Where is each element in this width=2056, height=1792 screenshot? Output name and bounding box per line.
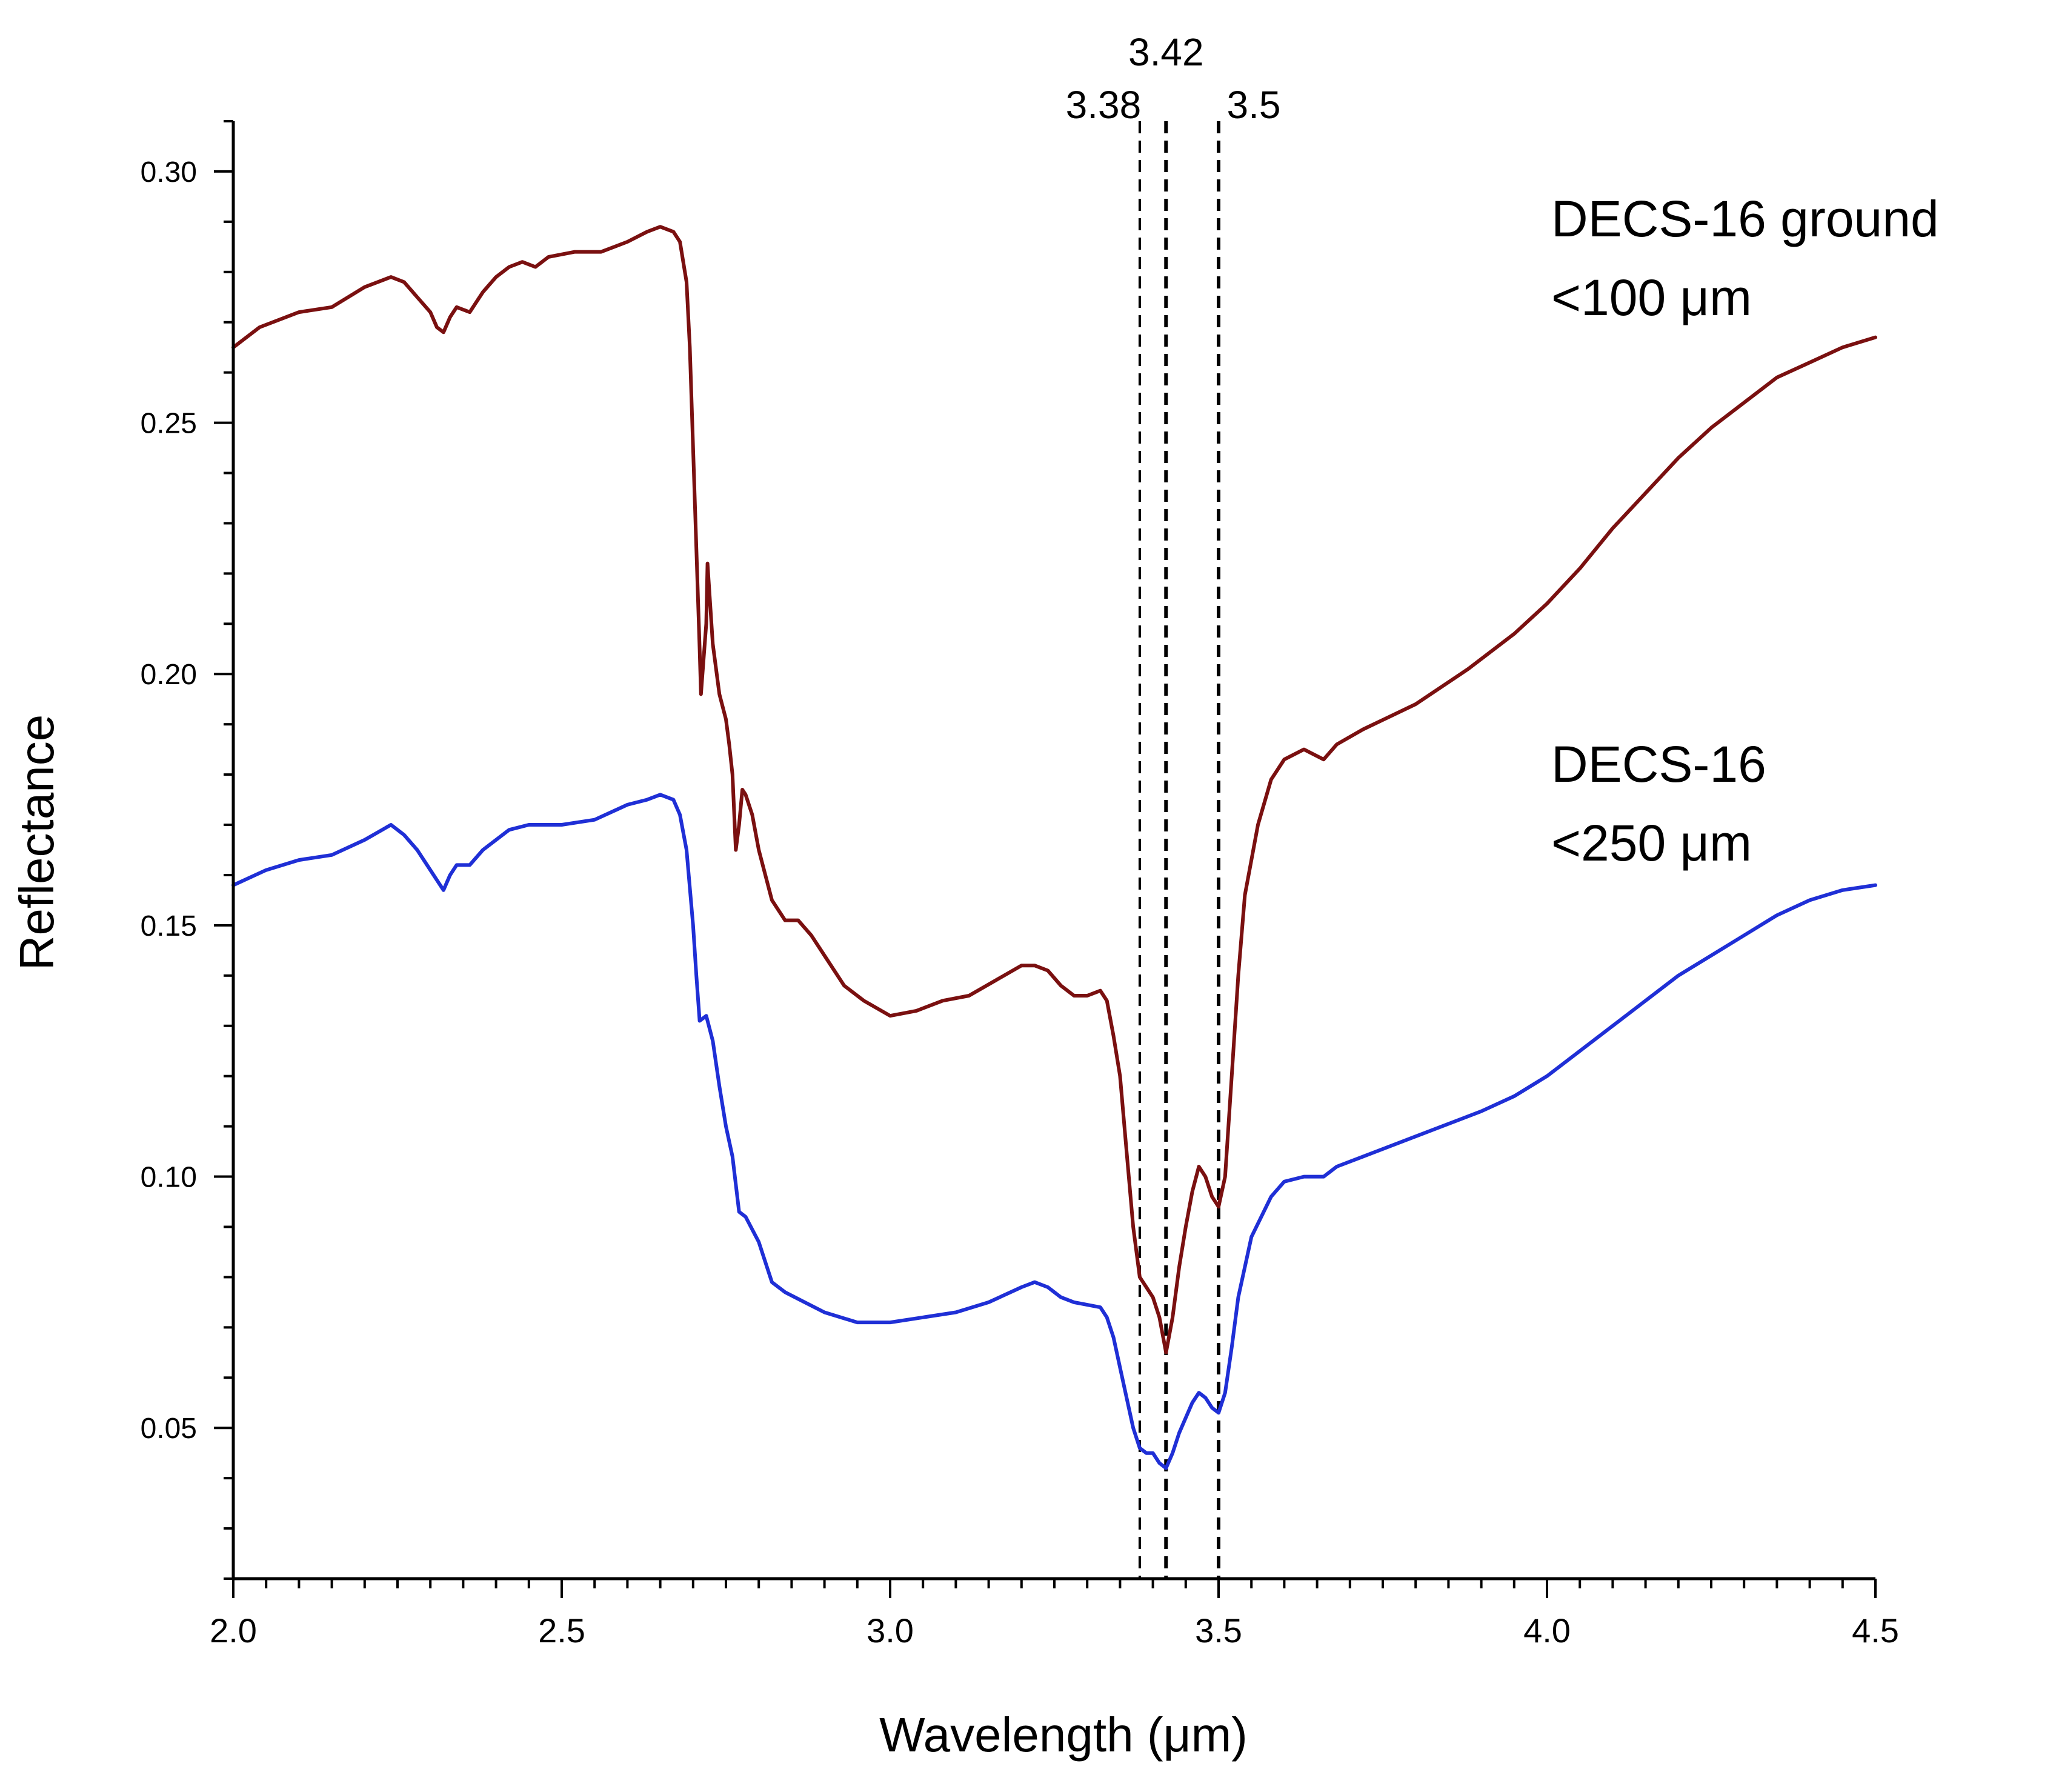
x-tick-label: 4.0: [1523, 1611, 1571, 1650]
y-ticks: 0.05 0.10 0.15 0.20 0.25 0.30: [141, 120, 233, 1580]
axes: 2.0 2.5 3.0 3.5 4.0 4.5 0.050.100.150.200.250…: [141, 120, 1899, 1650]
series-label: <100 μm: [1551, 269, 1752, 326]
plot-area: 3.38 3.42 3.5: [231, 30, 1877, 1579]
reference-line-label: 3.42: [1128, 30, 1204, 74]
series-line: [231, 225, 1877, 1354]
series-label: <250 μm: [1551, 814, 1752, 871]
series-labels: DECS-16 ground <100 μm DECS-16 <250 μm: [1551, 190, 1939, 871]
series-line: [231, 793, 1877, 1470]
series-label: DECS-16: [1551, 736, 1766, 793]
y-axis-title: Reflectance: [10, 714, 64, 970]
reference-lines: 3.38 3.42 3.5: [1066, 30, 1281, 1579]
y-tick-label: 0.20: [141, 659, 197, 691]
series-label: DECS-16 ground: [1551, 190, 1939, 247]
y-tick-label: 0.10: [141, 1162, 197, 1194]
x-tick-label: 3.5: [1195, 1611, 1242, 1650]
x-axis-title: Wavelength (μm): [879, 1708, 1248, 1762]
reference-line-label: 3.5: [1227, 83, 1281, 127]
series-layer: [231, 225, 1877, 1470]
y-tick-label: 0.30: [141, 156, 197, 188]
x-ticks: 2.0 2.5 3.0 3.5 4.0 4.5: [210, 1579, 1899, 1650]
x-tick-label: 2.0: [210, 1611, 257, 1650]
y-tick-label: 0.25: [141, 408, 197, 440]
x-tick-label: 2.5: [538, 1611, 585, 1650]
y-tick-label: 0.05: [141, 1413, 197, 1445]
y-tick-label: 0.15: [141, 910, 197, 942]
x-tick-label: 3.0: [867, 1611, 914, 1650]
reference-line-label: 3.38: [1066, 83, 1142, 127]
x-tick-label: 4.5: [1852, 1611, 1899, 1650]
